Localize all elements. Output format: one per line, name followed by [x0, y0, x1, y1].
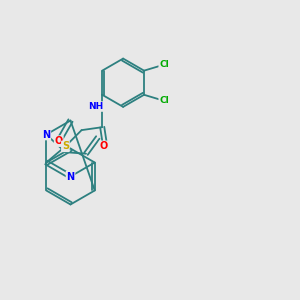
Text: N: N	[66, 172, 75, 182]
Text: NH: NH	[88, 102, 103, 111]
Text: Cl: Cl	[159, 96, 169, 105]
Text: O: O	[100, 141, 108, 151]
Text: O: O	[55, 136, 63, 146]
Text: N: N	[42, 130, 50, 140]
Text: S: S	[62, 141, 69, 151]
Text: Cl: Cl	[159, 60, 169, 69]
